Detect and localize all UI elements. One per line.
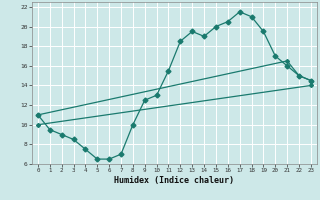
- X-axis label: Humidex (Indice chaleur): Humidex (Indice chaleur): [115, 176, 234, 185]
